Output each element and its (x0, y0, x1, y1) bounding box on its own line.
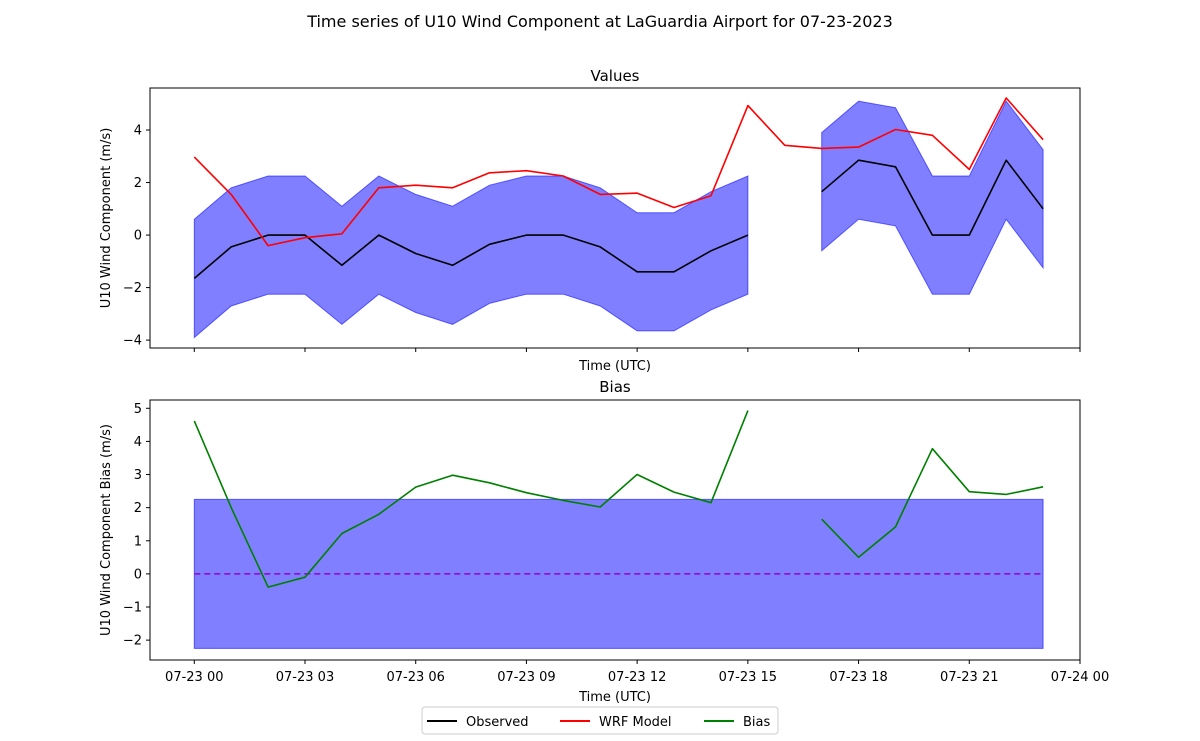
values-panel-title: Values (590, 67, 639, 85)
x-tick-label: 07-23 21 (940, 670, 998, 685)
x-tick-label: 07-23 18 (829, 670, 887, 685)
y-tick-label: −4 (123, 334, 142, 349)
bias-axes-frame (149, 399, 1081, 661)
bias-line-segment-1 (193, 410, 749, 588)
y-tick-label: 1 (134, 534, 142, 549)
x-tick-label: 07-23 06 (386, 670, 444, 685)
x-tick-label: 07-23 15 (719, 670, 777, 685)
bias-panel-title: Bias (599, 378, 631, 396)
values-x-axis-label: Time (UTC) (578, 359, 651, 374)
values-plot-area: −4 −2 0 2 4 (123, 97, 1081, 352)
values-axes-frame (149, 87, 1081, 349)
x-tick-label: 07-24 00 (1051, 670, 1109, 685)
observed-line-segment-1 (193, 234, 749, 280)
y-tick-label: 4 (134, 435, 142, 450)
bias-plot-area: −2 −1 0 1 2 3 4 5 07-23 00 07-23 03 07-23 06 07-23 … (123, 402, 1109, 685)
y-tick-label: −1 (123, 601, 142, 616)
y-tick-label: 2 (134, 176, 142, 191)
figure-title: Time series of U10 Wind Component at LaG… (306, 12, 893, 31)
x-tick-label: 07-23 09 (497, 670, 555, 685)
bias-x-axis-label: Time (UTC) (578, 690, 651, 705)
y-tick-label: 0 (134, 229, 142, 244)
model-line-segment-1 (193, 97, 1044, 247)
y-tick-label: 3 (134, 468, 142, 483)
y-tick-label: 4 (134, 124, 142, 139)
bias-panel: Bias Time (UTC) U10 Wind Component Bias … (99, 378, 1109, 705)
x-tick-label: 07-23 00 (165, 670, 223, 685)
bias-line-segment-2 (821, 447, 1044, 559)
y-tick-label: 2 (134, 501, 142, 516)
x-tick-label: 07-23 12 (608, 670, 666, 685)
y-tick-label: −2 (123, 634, 142, 649)
legend-label-observed: Observed (466, 715, 529, 730)
legend-frame (421, 706, 779, 735)
values-panel: Values Time (UTC) U10 Wind Component (m/… (99, 67, 1081, 374)
y-tick-label: 5 (134, 402, 142, 417)
y-tick-label: 0 (134, 567, 142, 582)
uncertainty-band-1 (193, 175, 749, 339)
uncertainty-band-2 (821, 100, 1044, 295)
legend-label-bias: Bias (743, 715, 770, 730)
y-tick-label: −2 (123, 281, 142, 296)
legend-label-model: WRF Model (599, 715, 672, 730)
x-tick-label: 07-23 03 (276, 670, 334, 685)
bias-y-axis-label: U10 Wind Component Bias (m/s) (99, 424, 114, 636)
values-y-axis-label: U10 Wind Component (m/s) (99, 128, 114, 309)
legend: Observed WRF Model Bias (421, 706, 779, 735)
observed-line-segment-2 (821, 159, 1044, 236)
